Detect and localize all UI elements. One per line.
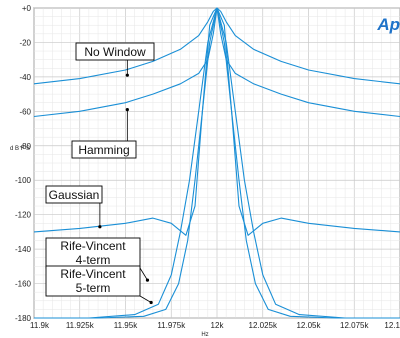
annotation-label: Rife-Vincent — [60, 239, 126, 253]
x-tick-label: 11.95k — [114, 321, 138, 330]
x-tick-label: 12.05k — [296, 321, 321, 330]
annotation-label: No Window — [84, 45, 146, 59]
annotation-box — [45, 237, 141, 269]
annotation-label: Rife-Vincent — [60, 267, 126, 281]
y-tick-label: -100 — [15, 176, 32, 185]
annotation-arrow-head — [98, 225, 102, 229]
x-tick-label: 12k — [211, 321, 225, 330]
x-tick-label: 12.1 — [384, 321, 400, 330]
annotation-label: Hamming — [78, 143, 129, 157]
annotation-arrow-head — [145, 278, 150, 282]
y-tick-label: -40 — [19, 73, 31, 82]
y-tick-label: -160 — [15, 280, 32, 289]
annotation-box — [71, 140, 137, 159]
x-tick-label: 11.975k — [157, 321, 186, 330]
annotation-label: Gaussian — [49, 188, 100, 202]
annotation-arrow — [139, 267, 148, 281]
annotation-label-line2: 5-term — [76, 281, 111, 295]
series-line-5 — [34, 7, 400, 319]
y-tick-label: -120 — [15, 211, 32, 220]
annotation-arrow-head — [125, 108, 129, 112]
y-tick-label: +0 — [22, 4, 32, 13]
y-tick-label: -140 — [15, 245, 32, 254]
series-group — [33, 7, 400, 319]
annotation-box — [75, 42, 155, 61]
y-tick-label: -80 — [19, 142, 31, 151]
annotation-label-line2: 4-term — [76, 253, 111, 267]
y-tick-label: -180 — [15, 314, 32, 323]
annotation-box — [45, 265, 141, 297]
x-tick-label: 12.025k — [249, 321, 278, 330]
x-axis-title: Hz — [201, 332, 208, 338]
x-tick-label: 12.075k — [340, 321, 369, 330]
annotation-arrow-head — [125, 73, 129, 77]
annotation-box — [45, 185, 103, 204]
y-tick-label: -60 — [19, 107, 31, 116]
x-tick-label: 11.925k — [66, 321, 95, 330]
annotation-arrow-head — [149, 300, 153, 305]
brand-logo: Ap — [376, 15, 400, 34]
annotations: No Window Hamming Gaussian Rife-Vincent4-te… — [45, 42, 155, 305]
annotation-arrow — [139, 295, 152, 303]
y-tick-label: -20 — [19, 38, 31, 47]
y-axis-title: d B F S — [10, 146, 30, 152]
x-tick-label: 11.9k — [30, 321, 50, 330]
tick-labels: 11.9k 11.925k 11.95k 11.975k 12k 12.025k 12.05… — [15, 4, 400, 330]
